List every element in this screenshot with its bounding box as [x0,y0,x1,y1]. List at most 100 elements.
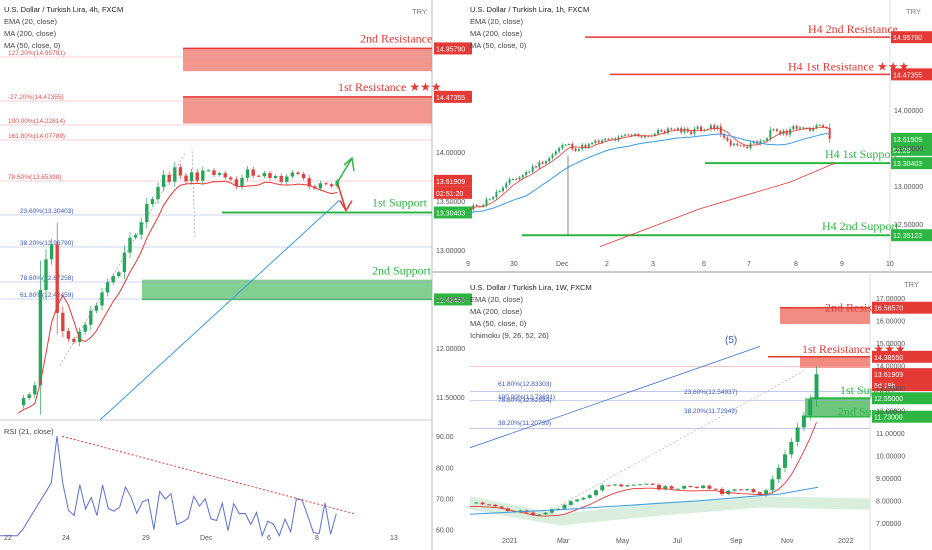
price-tag-last-1h-bg [891,132,932,145]
x-axis-4h-5: 8 [315,535,319,542]
candle-4h-candle [161,174,166,187]
x-axis-1h-8: 9 [840,261,844,268]
candle-1h-candle [822,125,825,128]
candle-1h-candle [667,128,669,133]
ma50-line-4h [99,199,340,421]
candle-1w-candle [770,479,775,491]
candle-1w-candle [619,484,624,487]
x-axis-4h-4: 6 [267,535,271,542]
channel-line-1w [469,346,761,449]
price-tag-last-1w: 13.61909 [874,372,903,379]
candle-1h-candle [571,144,574,149]
ema-line-1w [469,422,817,517]
candle-1h-candle [498,191,501,193]
trend-line-4h [59,153,186,366]
candle-1w-candle [713,488,718,490]
panel-1h: H4 2nd Resistance H4 1st Resistance ★★★ H4… [466,22,932,268]
price-tag-s1-1w-bg [872,392,932,405]
price-tag-last-1h: 13.61909 [893,137,922,144]
label-h4-2nd-resistance: H4 2nd Resistance [808,22,898,36]
candle-4h-candle [49,244,54,260]
fib-label-1w-2: 78.60%(12.62584) [498,397,552,404]
candle-1h-candle [554,151,557,155]
candle-1h-candle [531,166,534,172]
x-axis-1h-4: 3 [651,261,655,268]
candle-4h-candle [66,330,71,339]
fib-label-4h: 23.60%(13.30403) [20,208,74,215]
candle-1h-candle [673,129,676,131]
title-1h: U.S. Dollar / Turkish Lira, 1h, FXCM [470,5,589,14]
candle-1h-candle [508,179,511,184]
candle-4h-candle [21,398,26,406]
candle-1h-candle [729,140,732,146]
y-axis-1w-6: 11.00000 [876,431,905,438]
candle-1w-candle [486,504,491,506]
y-axis-1w-1: 16.00000 [876,319,905,326]
candle-1h-candle [828,128,831,139]
candle-4h-candle [206,170,211,172]
candle-1h-candle [607,138,610,140]
candle-1h-candle [502,187,504,192]
candle-4h-candle [268,173,272,178]
resistance2-zone-1w [780,307,870,324]
y-axis-4h-4: 12.00000 [436,346,465,353]
price-tag-r1-1h-bg [891,68,932,81]
x-axis-4h-6: 13 [390,535,398,542]
y-axis-1h-0: 14.00000 [894,108,923,115]
currency-4h: TRY [412,7,427,16]
candle-4h-candle [285,176,289,182]
title-1w: U.S. Dollar / Turkish Lira, 1W, FXCM [470,283,592,292]
y-axis-4h-0: 14.00000 [436,150,465,157]
resistance2-zone-4h [183,48,432,72]
arrow-down-head-4h [339,200,353,212]
legend-ichimoku-1w: Ichimoku (9, 26, 52, 26) [470,331,549,340]
candle-1h-candle [713,125,716,130]
x-axis-1h-1: 30 [510,261,518,268]
candle-1w-candle [801,415,806,428]
candle-4h-candle [55,244,59,313]
fib-label-4h: 100.00%(14.22814) [8,118,65,125]
x-axis-1w-2: May [616,538,630,545]
price-tag-s2-1h-bg [891,229,932,242]
candle-1w-candle [587,495,592,498]
currency-1w: TRY [904,280,919,289]
price-tag-last-4h-bg [434,174,472,187]
candle-1h-candle [584,144,587,148]
label-1st-support-4h: 1st Support [372,195,428,209]
price-tag-last-4h: 13.61909 [436,179,465,186]
candle-4h-candle [229,177,233,180]
arrow-up-head-4h [343,156,355,172]
candle-4h-candle [111,276,115,283]
price-tag-time-4h: 02:51:20 [436,191,463,198]
candle-1w-candle [493,504,498,507]
candle-1w-candle [480,502,485,505]
candle-4h-candle [240,177,244,187]
x-axis-1h-5: 6 [702,261,706,268]
candle-1w-candle [675,488,680,490]
candle-1h-candle [709,125,712,130]
fib-label-4h: 38.20%(12.96790) [20,240,74,247]
price-tag-s2-1w-bg [872,410,932,423]
candle-4h-candle [234,179,239,187]
price-tag-r2-4h: 14.95790 [436,46,465,53]
candle-1h-candle [775,129,778,132]
label-h4-2nd-support: H4 2nd Support [822,219,899,233]
fib-label-4h: 161.80%(14.07789) [8,133,65,140]
candle-1w-candle [568,501,573,505]
legend-ema-1w: EMA (20, close) [470,295,523,304]
fib-label-1w-1: 100.00%(12.73691) [498,394,555,401]
candle-1h-candle [544,161,547,164]
candle-1h-candle [535,166,537,168]
y-axis-1w-3: 14.00000 [876,364,905,371]
label-1st-resistance-4h: 1st Resistance ★★★ [338,80,442,94]
trend-dotted-1w [539,369,806,517]
candle-1w-candle [531,512,535,515]
candle-4h-candle [100,292,104,306]
candle-1h-candle [485,199,488,205]
y-axis-4h-1: 13.50000 [436,199,465,206]
candle-1w-candle [720,488,724,495]
candle-4h-candle [133,234,138,238]
candle-1w-candle [701,485,706,489]
candle-1h-candle [630,134,633,136]
ma200-line-1h [599,162,836,247]
